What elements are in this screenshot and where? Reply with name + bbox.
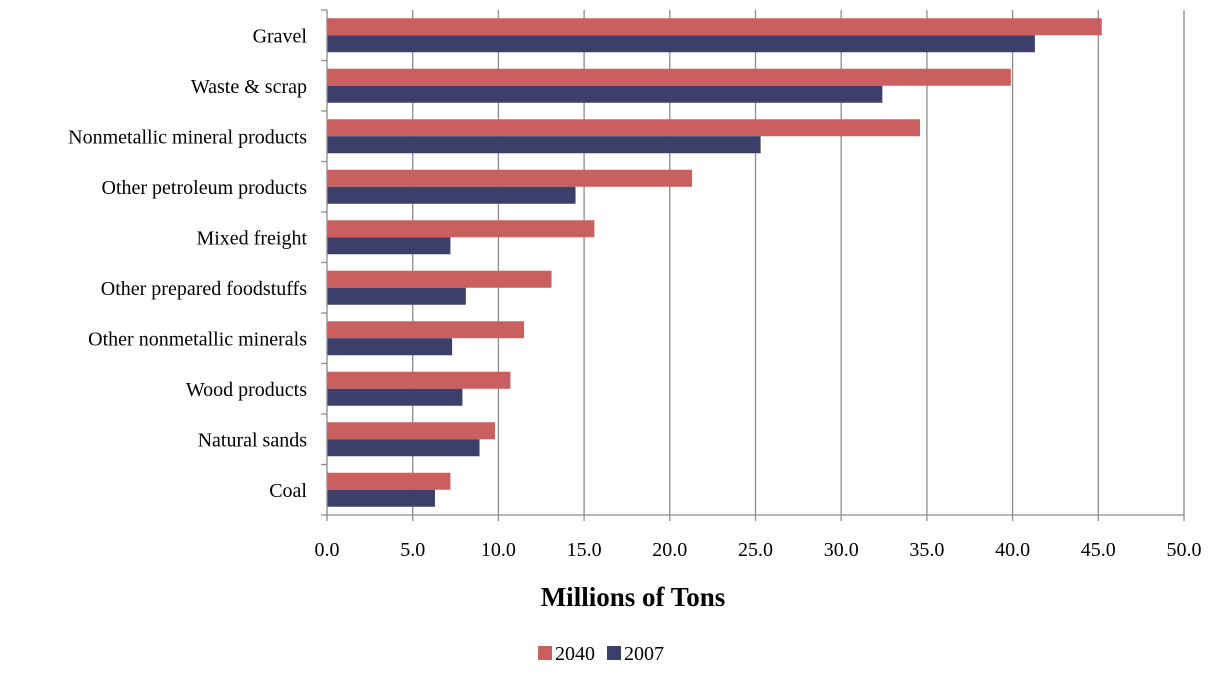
bar-2040	[327, 422, 495, 440]
x-tick-label: 5.0	[400, 539, 425, 561]
category-label: Coal	[269, 480, 307, 502]
bar-2007	[327, 287, 466, 305]
category-label: Other nonmetallic minerals	[88, 328, 307, 350]
bar-2040	[327, 169, 693, 187]
bar-2040	[327, 68, 1011, 86]
category-label: Mixed freight	[196, 227, 307, 249]
bars	[327, 18, 1102, 507]
bar-2040	[327, 472, 451, 490]
bar-2007	[327, 388, 463, 406]
legend: 2040 2007	[538, 643, 664, 665]
bar-2007	[327, 85, 883, 103]
x-tick-label: 0.0	[315, 539, 340, 561]
category-label: Gravel	[253, 25, 308, 47]
bar-2040	[327, 270, 552, 288]
bar-2007	[327, 237, 451, 255]
legend-swatch-2007	[607, 646, 621, 660]
bar-2040	[327, 220, 595, 238]
x-tick-label: 30.0	[824, 539, 859, 561]
x-tick-label: 15.0	[567, 539, 602, 561]
x-tick-label: 20.0	[652, 539, 687, 561]
bar-2007	[327, 439, 480, 457]
bar-2007	[327, 489, 435, 507]
bar-2040	[327, 18, 1102, 36]
legend-swatch-2040	[538, 646, 552, 660]
category-label: Other prepared foodstuffs	[101, 278, 307, 300]
x-tick-label: 25.0	[738, 539, 773, 561]
category-label: Other petroleum products	[102, 177, 308, 199]
category-label: Nonmetallic mineral products	[68, 126, 307, 148]
legend-label-2007: 2007	[624, 643, 664, 665]
category-label: Natural sands	[198, 429, 308, 451]
axes	[321, 9, 1184, 516]
category-label: Wood products	[186, 379, 307, 401]
category-label: Waste & scrap	[191, 76, 307, 98]
category-labels: Gravel Waste & scrap Nonmetallic mineral p…	[68, 25, 307, 502]
x-tick-label: 10.0	[481, 539, 516, 561]
bar-2040	[327, 371, 511, 389]
x-tick-label: 40.0	[995, 539, 1030, 561]
bar-2007	[327, 186, 576, 204]
x-tick-label: 45.0	[1081, 539, 1116, 561]
x-tick-label: 50.0	[1167, 539, 1202, 561]
legend-label-2040: 2040	[555, 643, 595, 665]
bar-2007	[327, 338, 453, 356]
bar-2007	[327, 136, 761, 154]
bar-2040	[327, 119, 921, 137]
x-axis-title: Millions of Tons	[541, 582, 726, 612]
bar-2007	[327, 35, 1035, 53]
x-tick-label: 35.0	[909, 539, 944, 561]
tick-labels: 0.0 5.0 10.0 15.0 20.0 25.0 30.0 35.0 40.0 45.0 50…	[315, 539, 1202, 561]
bar-2040	[327, 321, 525, 339]
